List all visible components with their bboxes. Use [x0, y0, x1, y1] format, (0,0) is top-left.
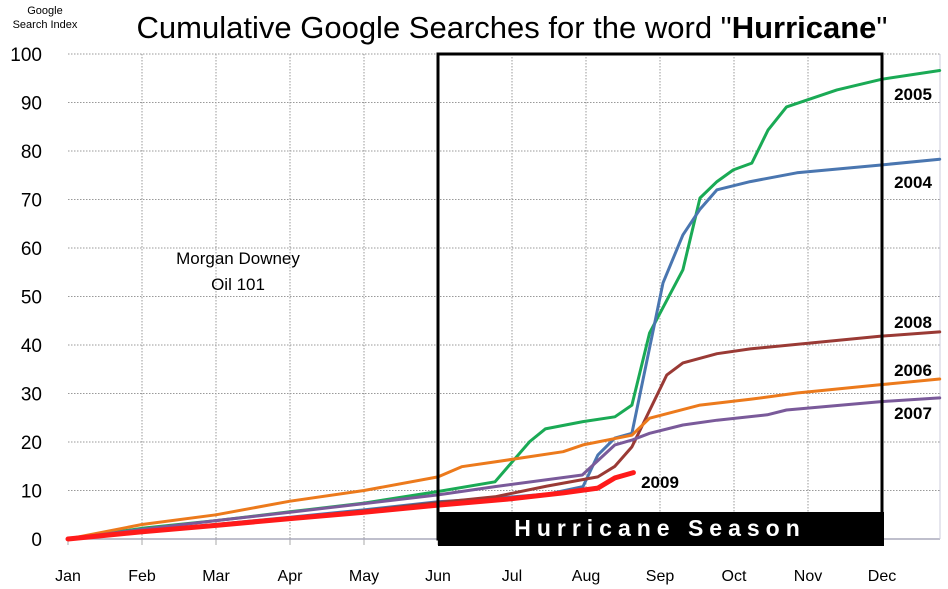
- x-tick-label: Jul: [502, 568, 522, 585]
- x-tick-label: Apr: [278, 568, 304, 585]
- y-tick-label: 60: [21, 239, 42, 260]
- series-labels: 2005 2004 2008 2006 2007 2009: [641, 85, 932, 492]
- y-tick-label: 100: [10, 45, 42, 66]
- series-line-2007: [66, 396, 942, 541]
- y-tick-label: 0: [31, 530, 42, 551]
- y-tick-label: 10: [21, 482, 42, 503]
- y-axis-label-line1: Google: [27, 5, 62, 17]
- annotation-line2: Oil 101: [211, 275, 265, 294]
- x-tick-label: Sep: [646, 568, 675, 585]
- series-label-2008: 2008: [894, 313, 932, 332]
- title-prefix: Cumulative Google Searches for the word …: [137, 10, 732, 45]
- series-line-2004: [66, 157, 942, 541]
- y-tick-label: 80: [21, 142, 42, 163]
- x-tick-label: Jan: [55, 568, 81, 585]
- annotation-line1: Morgan Downey: [176, 249, 300, 268]
- series-line-2005: [66, 69, 942, 541]
- series-label-2007: 2007: [894, 404, 932, 423]
- x-tick-label: Oct: [722, 568, 747, 585]
- y-tick-label: 30: [21, 385, 42, 406]
- series-label-2006: 2006: [894, 361, 932, 380]
- y-tick-label: 40: [21, 336, 42, 357]
- series-line-2006: [66, 377, 942, 541]
- chart-title: Cumulative Google Searches for the word …: [137, 10, 888, 45]
- x-tick-label: Dec: [868, 568, 896, 585]
- y-axis-label-line2: Search Index: [13, 19, 78, 31]
- y-tick-label: 50: [21, 288, 42, 309]
- grid: [68, 53, 940, 539]
- series-lines: [65, 69, 942, 542]
- x-tick-label: Aug: [572, 568, 600, 585]
- series-label-2005: 2005: [894, 85, 932, 104]
- x-tick-label: Nov: [794, 568, 822, 585]
- x-tick-label: Feb: [128, 568, 156, 585]
- series-label-2004: 2004: [894, 173, 932, 192]
- series-line-2008: [66, 330, 942, 541]
- hurricane-season-label: Hurricane Season: [514, 515, 806, 541]
- x-tick-label: Jun: [425, 568, 451, 585]
- title-bold: Hurricane: [732, 10, 877, 45]
- x-tick-label: May: [349, 568, 379, 585]
- y-tick-label: 70: [21, 191, 42, 212]
- title-suffix: ": [876, 10, 887, 45]
- series-label-2009: 2009: [641, 473, 679, 492]
- y-tick-label: 20: [21, 433, 42, 454]
- x-tick-label: Mar: [202, 568, 230, 585]
- axes: 0 10 20 30 40 50 60 70 80 90 100 Jan Feb Mar Apr May Jun…: [10, 45, 941, 585]
- y-tick-label: 90: [21, 94, 42, 115]
- hurricane-season-bar: [438, 512, 884, 546]
